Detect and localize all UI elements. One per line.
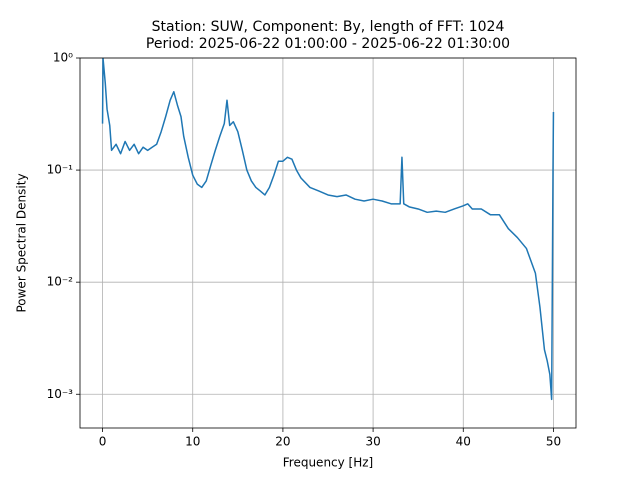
y-tick-label: 10⁻¹ — [47, 163, 74, 177]
x-tick-label: 20 — [275, 435, 290, 449]
plot-frame — [79, 57, 577, 429]
x-tick-label: 40 — [456, 435, 471, 449]
series-line — [101, 58, 555, 401]
chart-title: Period: 2025-06-22 01:00:00 - 2025-06-22… — [146, 36, 510, 52]
x-tick-label: 10 — [185, 435, 200, 449]
x-tick-label: 30 — [365, 435, 380, 449]
y-tick-label: 10⁻³ — [47, 387, 74, 401]
x-tick-label: 0 — [99, 435, 107, 449]
y-axis-label: Power Spectral Density — [15, 173, 29, 312]
x-axis-label: Frequency [Hz] — [283, 456, 374, 470]
x-tick-label: 50 — [546, 435, 561, 449]
chart-title: Station: SUW, Component: By, length of F… — [152, 19, 505, 35]
y-tick-label: 10⁰ — [53, 51, 73, 65]
y-tick-label: 10⁻² — [47, 275, 74, 289]
